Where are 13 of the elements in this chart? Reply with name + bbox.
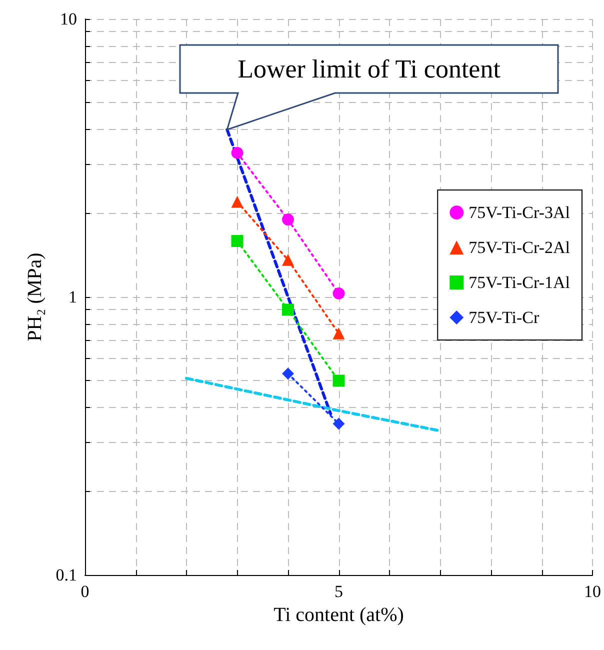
y-tick-label: 10 [60,10,77,28]
legend-label: 75V-Ti-Cr-3Al [468,203,570,222]
x-tick-label: 10 [584,582,601,601]
y-axis-title: PH₂ (MPa) [24,252,46,342]
legend-label: 75V-Ti-Cr [468,308,540,327]
y-tick-label: 1 [68,288,77,306]
annotation: Lower limit of Ti content [238,54,502,84]
x-tick-label: 0 [80,582,90,601]
x-axis-title: Ti content (at%) [274,604,404,626]
legend-label: 75V-Ti-Cr-1Al [468,273,570,292]
y-tick-label: 0.1 [56,566,77,584]
x-tick-label: 5 [334,582,343,601]
legend-label: 75V-Ti-Cr-2Al [468,238,570,257]
